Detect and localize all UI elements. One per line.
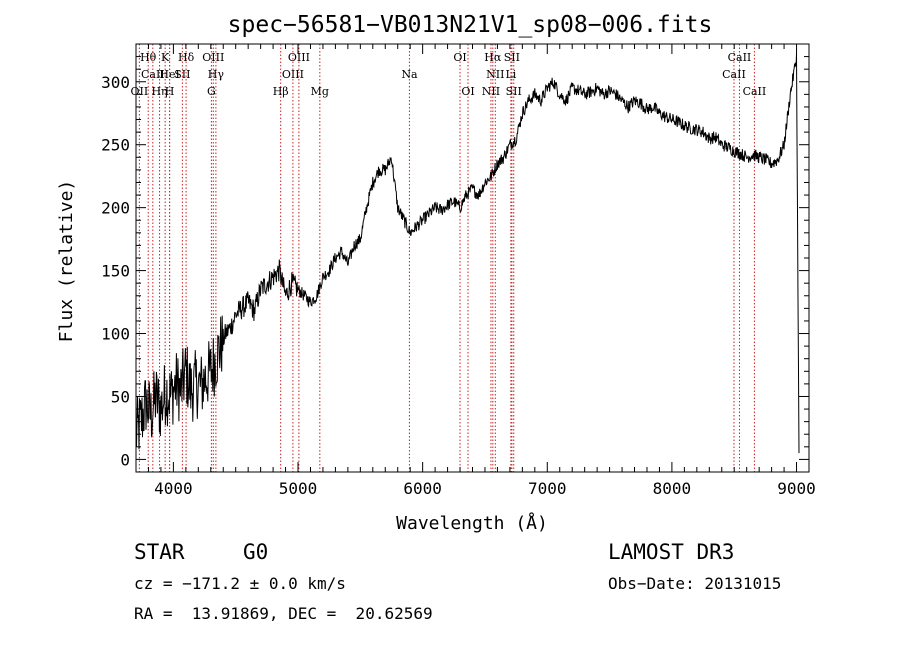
line-label-ca-ii-h: CaII bbox=[141, 68, 165, 81]
line-label-h-eta: Hη bbox=[151, 85, 167, 98]
spectral-line-labels: OII Hθ CaII Hη K HeI H SII Hδ G OIII Hγ Hβ OIII OIII Mg… bbox=[131, 51, 767, 98]
y-tick-label: 200 bbox=[101, 199, 130, 218]
line-label-o-i-b: OI bbox=[461, 85, 474, 98]
x-axis-ticks: 4000 5000 6000 7000 8000 9000 bbox=[147, 44, 816, 498]
x-tick-label: 9000 bbox=[777, 479, 816, 498]
line-label-g: G bbox=[207, 85, 216, 98]
chart-title: spec−56581−VB013N21V1_sp08−006.fits bbox=[228, 12, 713, 38]
line-label-ca-ii-a: CaII bbox=[722, 68, 746, 81]
line-label-o-ii: OII bbox=[131, 85, 149, 98]
line-label-mg: Mg bbox=[311, 85, 329, 98]
y-tick-label: 100 bbox=[101, 325, 130, 344]
x-tick-label: 6000 bbox=[403, 479, 442, 498]
y-tick-label: 300 bbox=[101, 73, 130, 92]
y-tick-label: 50 bbox=[111, 387, 130, 406]
line-label-h: H bbox=[165, 85, 175, 98]
observation-date: Obs−Date: 20131015 bbox=[608, 574, 782, 593]
line-label-o-i-a: OI bbox=[453, 51, 466, 64]
spectral-line-markers bbox=[138, 44, 755, 472]
survey-name: LAMOST DR3 bbox=[608, 540, 735, 564]
line-label-he-i: HeI bbox=[159, 68, 179, 81]
spectrum-series-line bbox=[135, 53, 800, 454]
line-label-h-delta: Hδ bbox=[178, 51, 195, 64]
y-tick-label: 150 bbox=[101, 262, 130, 281]
line-label-k: K bbox=[161, 51, 170, 64]
line-label-h-gamma: Hγ bbox=[208, 68, 225, 81]
object-subclass: G0 bbox=[243, 540, 269, 564]
x-tick-label: 8000 bbox=[653, 479, 692, 498]
y-axis-label: Flux (relative) bbox=[56, 180, 77, 343]
sky-coordinates: RA = 13.91869, DEC = 20.62569 bbox=[134, 604, 433, 623]
line-label-s-ii-b: SII bbox=[504, 51, 520, 64]
line-label-h-alpha: Hα bbox=[484, 51, 502, 64]
line-label-n-ii-a: NII bbox=[482, 85, 500, 98]
line-label-na: Na bbox=[401, 68, 418, 81]
y-tick-label: 250 bbox=[101, 136, 130, 155]
x-tick-label: 7000 bbox=[528, 479, 567, 498]
line-label-n-ii-b: NII bbox=[486, 68, 504, 81]
line-label-ca-ii-c: CaII bbox=[743, 85, 767, 98]
line-label-o-iii-b: OIII bbox=[282, 68, 304, 81]
y-tick-label: 0 bbox=[120, 450, 130, 469]
line-label-o-iii-a: OIII bbox=[202, 51, 224, 64]
line-label-h-beta: Hβ bbox=[273, 85, 289, 98]
line-label-s-ii-c: SII bbox=[506, 85, 522, 98]
line-label-ca-ii-b: CaII bbox=[728, 51, 752, 64]
object-type: STAR bbox=[134, 540, 185, 564]
plot-frame bbox=[135, 43, 810, 473]
line-label-li: Li bbox=[505, 68, 516, 81]
x-tick-label: 5000 bbox=[279, 479, 318, 498]
line-label-s-ii-a: SII bbox=[174, 68, 190, 81]
line-label-h-theta: Hθ bbox=[140, 51, 157, 64]
line-label-o-iii-c: OIII bbox=[288, 51, 310, 64]
redshift-velocity: cz = −171.2 ± 0.0 km/s bbox=[134, 574, 346, 593]
x-axis-label: Wavelength (Å) bbox=[396, 512, 548, 534]
x-tick-label: 4000 bbox=[154, 479, 193, 498]
y-axis-ticks: 0 50 100 150 200 250 300 bbox=[101, 43, 809, 473]
